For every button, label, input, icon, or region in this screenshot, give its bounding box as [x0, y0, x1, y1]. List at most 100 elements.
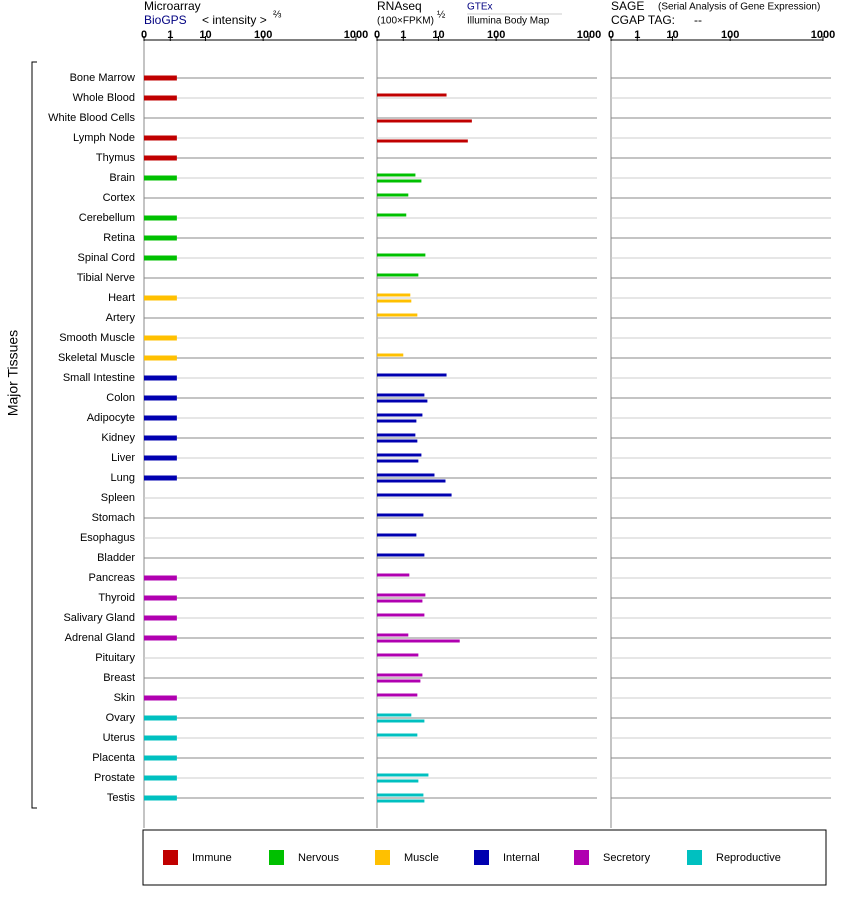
bar — [377, 173, 416, 177]
category-label: Cortex — [103, 192, 136, 204]
bar — [377, 313, 418, 317]
bar — [377, 639, 460, 643]
x-tick-label: 100 — [254, 29, 272, 41]
category-label: Thymus — [96, 152, 136, 164]
bar — [377, 693, 418, 697]
panel-source: CGAP TAG: — [611, 13, 675, 27]
bar — [377, 613, 425, 617]
category-label: Bladder — [97, 552, 135, 564]
category-label: Bone Marrow — [70, 72, 135, 84]
category-label: Thyroid — [98, 592, 135, 604]
scale-label: < intensity > — [202, 13, 267, 27]
legend-label: Muscle — [404, 852, 439, 864]
category-label: Pituitary — [95, 652, 135, 664]
scale-power: ⅔ — [273, 10, 282, 21]
bar — [144, 435, 177, 441]
x-tick-label: 1000 — [577, 29, 601, 41]
category-label: Prostate — [94, 772, 135, 784]
legend-label: Secretory — [603, 852, 651, 864]
bar — [377, 779, 419, 783]
bar — [377, 719, 425, 723]
category-label: Ovary — [106, 712, 136, 724]
bar — [377, 553, 425, 557]
bar — [377, 213, 407, 217]
category-label: Kidney — [101, 432, 135, 444]
bar — [144, 415, 177, 421]
bar — [377, 433, 416, 437]
bar — [377, 393, 425, 397]
category-label: Breast — [103, 672, 135, 684]
legend-swatch — [474, 850, 489, 865]
bar — [144, 395, 177, 401]
bar — [377, 773, 429, 777]
bar — [377, 599, 423, 603]
bar — [377, 399, 428, 403]
legend — [142, 829, 827, 886]
category-label: Heart — [108, 292, 135, 304]
category-label: Testis — [107, 792, 136, 804]
category-label: Spinal Cord — [78, 252, 135, 264]
bar — [377, 679, 421, 683]
scale-label: (100×FPKM) — [377, 16, 434, 27]
bar — [377, 479, 446, 483]
category-label: Whole Blood — [73, 92, 135, 104]
category-label: Adrenal Gland — [65, 632, 135, 644]
category-label: Smooth Muscle — [59, 332, 135, 344]
bar — [377, 373, 447, 377]
bar — [144, 215, 177, 221]
x-tick-label: 10 — [199, 29, 211, 41]
x-tick-label: 10 — [666, 29, 678, 41]
category-label: Skeletal Muscle — [58, 352, 135, 364]
bar — [377, 593, 426, 597]
bar — [377, 473, 435, 477]
legend-label: Immune — [192, 852, 232, 864]
x-tick-label: 100 — [721, 29, 739, 41]
bar — [377, 459, 419, 463]
bar — [144, 575, 177, 581]
category-label: Spleen — [101, 492, 135, 504]
category-label: Lung — [111, 472, 135, 484]
panel-tag: -- — [694, 13, 702, 27]
bar — [377, 119, 472, 123]
panel-title: RNAseq — [377, 0, 422, 13]
x-tick-label: 10 — [432, 29, 444, 41]
panel-title: Microarray — [144, 0, 201, 13]
bar — [144, 135, 177, 141]
category-label: Retina — [103, 232, 136, 244]
bar — [377, 419, 417, 423]
bar — [144, 615, 177, 621]
legend-swatch — [574, 850, 589, 865]
category-label: White Blood Cells — [48, 112, 135, 124]
x-tick-label: 0 — [141, 29, 147, 41]
category-label: Pancreas — [89, 572, 136, 584]
category-label: Tibial Nerve — [77, 272, 135, 284]
bar — [144, 175, 177, 181]
category-label: Placenta — [92, 752, 136, 764]
legend-label: Nervous — [298, 852, 339, 864]
legend-label: Reproductive — [716, 852, 781, 864]
bar — [377, 799, 425, 803]
category-label: Lymph Node — [73, 132, 135, 144]
bar — [377, 513, 424, 517]
bar — [144, 75, 177, 81]
category-label: Esophagus — [80, 532, 136, 544]
bar — [144, 795, 177, 801]
bar — [377, 93, 447, 97]
bar — [144, 335, 177, 341]
panel-source: BioGPS — [144, 13, 187, 27]
bar — [377, 453, 422, 457]
bar — [144, 295, 177, 301]
bar — [377, 413, 423, 417]
category-label: Cerebellum — [79, 212, 135, 224]
category-label: Brain — [109, 172, 135, 184]
bar — [377, 253, 426, 257]
bar — [144, 475, 177, 481]
x-tick-label: 1 — [167, 29, 173, 41]
category-label: Artery — [106, 312, 136, 324]
bar — [144, 255, 177, 261]
bar — [144, 755, 177, 761]
bar — [144, 235, 177, 241]
bar — [144, 595, 177, 601]
bar — [144, 455, 177, 461]
